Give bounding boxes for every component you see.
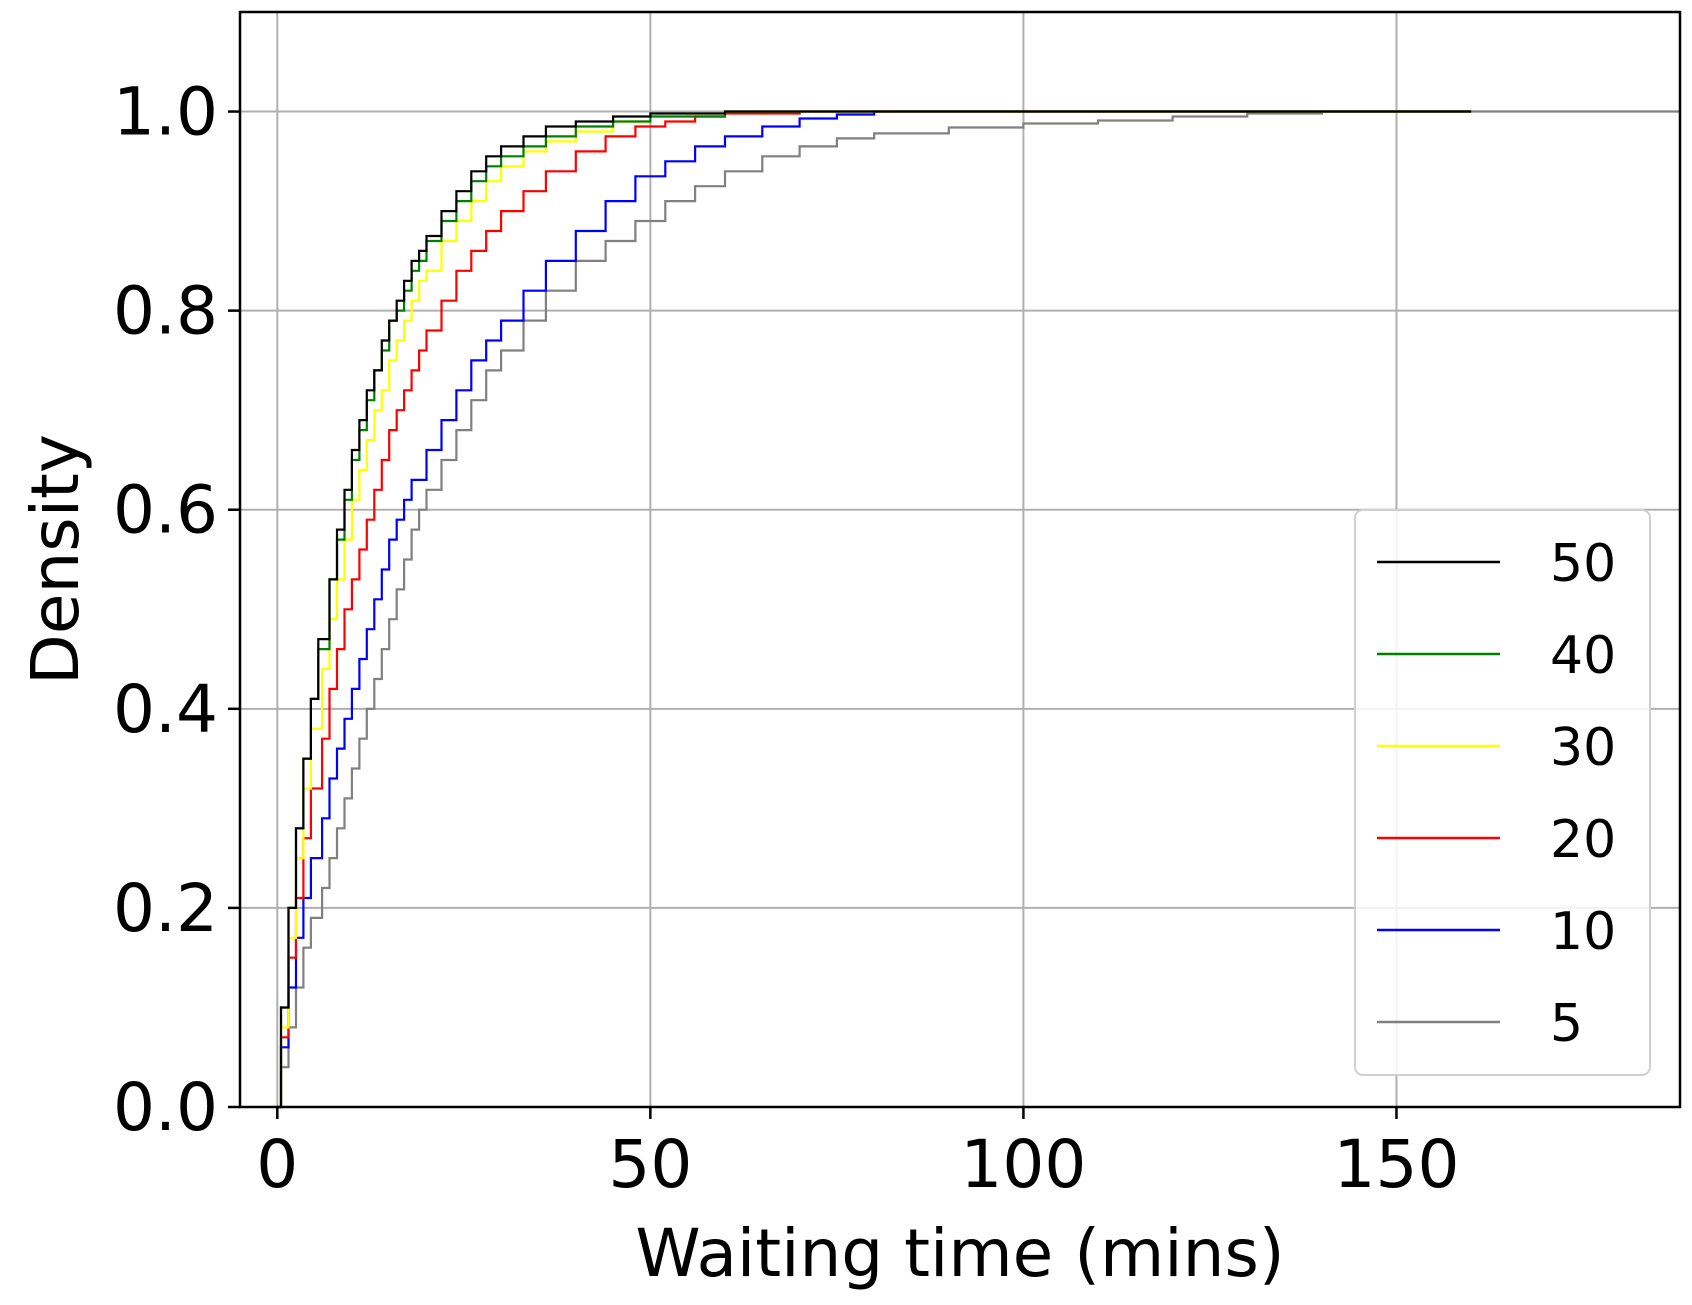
series-line-5 (277, 110, 1680, 1109)
y-tick-label: 0.0 (113, 1069, 218, 1146)
legend-label-5: 5 (1550, 994, 1583, 1054)
y-tick-label: 0.8 (113, 273, 218, 350)
series-line-30 (277, 110, 1472, 1109)
series-line-20 (277, 110, 1472, 1109)
x-tick-label: 0 (256, 1126, 298, 1203)
legend: 50 40 30 20 10 5 (1354, 509, 1651, 1076)
legend-label-30: 30 (1550, 718, 1616, 778)
x-tick-label: 50 (608, 1126, 692, 1203)
x-tick-label: 150 (1333, 1126, 1459, 1203)
axis-ticks: 0 50 100 150 0.0 0.2 0.4 0.6 0.8 1.0 (113, 74, 1459, 1203)
y-tick-label: 0.4 (113, 671, 218, 748)
x-tick-label: 100 (960, 1126, 1086, 1203)
legend-label-50: 50 (1550, 534, 1616, 594)
legend-label-20: 20 (1550, 810, 1616, 870)
x-axis-label: Waiting time (mins) (635, 1215, 1284, 1292)
legend-box (1354, 509, 1651, 1076)
y-tick-label: 1.0 (113, 74, 218, 151)
y-axis-label: Density (17, 434, 94, 685)
y-tick-label: 0.2 (113, 870, 218, 947)
legend-label-40: 40 (1550, 626, 1616, 686)
series-line-50 (277, 110, 1472, 1109)
series-lines (277, 110, 1680, 1109)
legend-label-10: 10 (1550, 902, 1616, 962)
series-line-40 (277, 110, 1472, 1109)
plot-area-frame (238, 10, 1682, 1109)
y-tick-label: 0.6 (113, 472, 218, 549)
series-line-10 (277, 110, 1472, 1109)
